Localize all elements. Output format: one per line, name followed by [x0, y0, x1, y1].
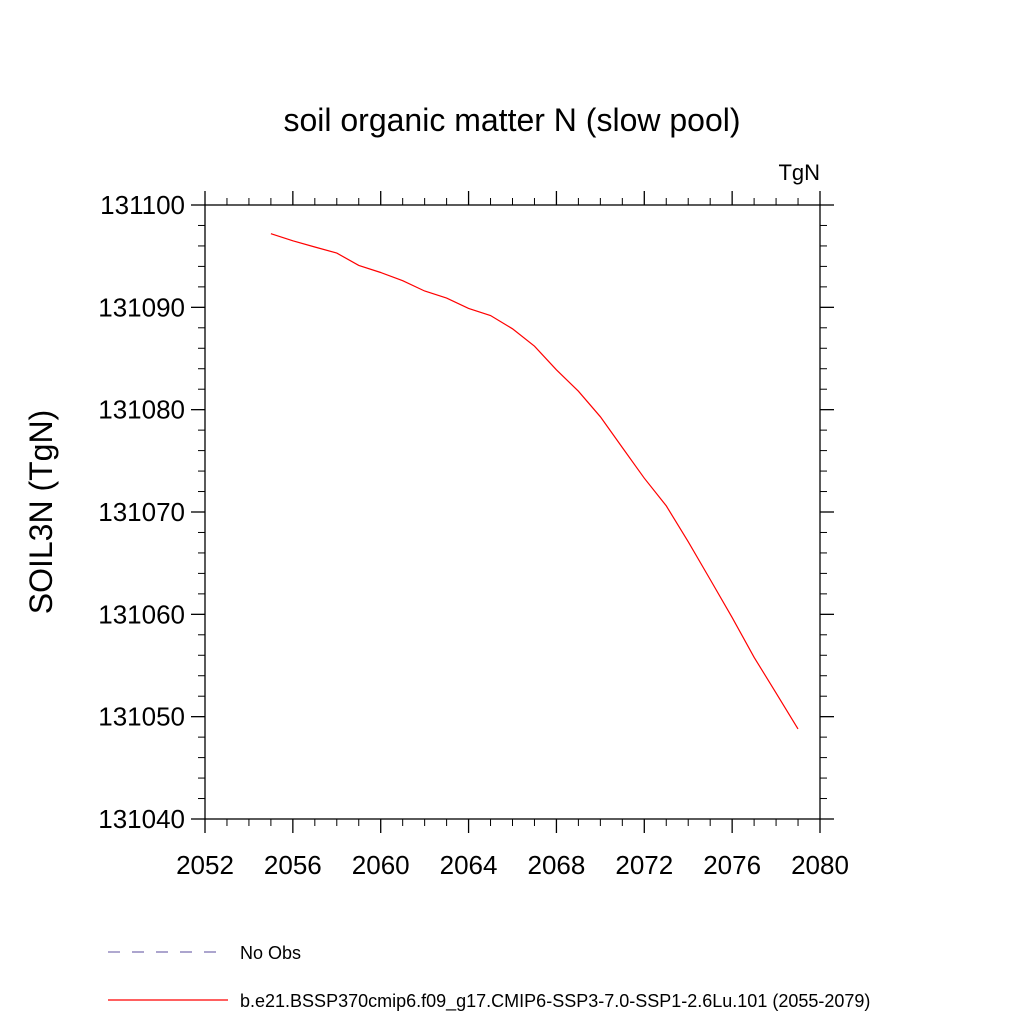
axes: 2052 2056 2060 2064 2068 2072 2076 2080 131040 13…: [98, 190, 849, 880]
y-tick-label: 131100: [100, 190, 185, 220]
x-tick-label: 2076: [703, 850, 761, 880]
y-tick-label: 131060: [98, 599, 185, 629]
y-axis-label: SOIL3N (TgN): [23, 410, 59, 614]
plot-frame: [204, 204, 821, 820]
x-tick-label: 2060: [352, 850, 410, 880]
y-tick-label: 131050: [98, 702, 185, 732]
y-tick-label: 131090: [98, 292, 185, 322]
y-tick-label: 131040: [98, 804, 185, 834]
legend: No Obs b.e21.BSSP370cmip6.f09_g17.CMIP6-S…: [108, 943, 870, 1012]
legend-label-0: No Obs: [240, 943, 301, 963]
x-tick-label: 2052: [176, 850, 234, 880]
y-tick-label: 131080: [98, 395, 185, 425]
units-label: TgN: [778, 160, 820, 185]
x-tick-label: 2068: [528, 850, 586, 880]
legend-label-1: b.e21.BSSP370cmip6.f09_g17.CMIP6-SSP3-7.…: [240, 991, 870, 1012]
chart-title: soil organic matter N (slow pool): [283, 102, 740, 138]
x-tick-label: 2064: [440, 850, 498, 880]
x-tick-label: 2056: [264, 850, 322, 880]
series-layer: [270, 233, 799, 730]
x-tick-label: 2080: [791, 850, 849, 880]
x-tick-label: 2072: [615, 850, 673, 880]
y-tick-label: 131070: [98, 497, 185, 527]
series-line-1: [270, 233, 799, 730]
